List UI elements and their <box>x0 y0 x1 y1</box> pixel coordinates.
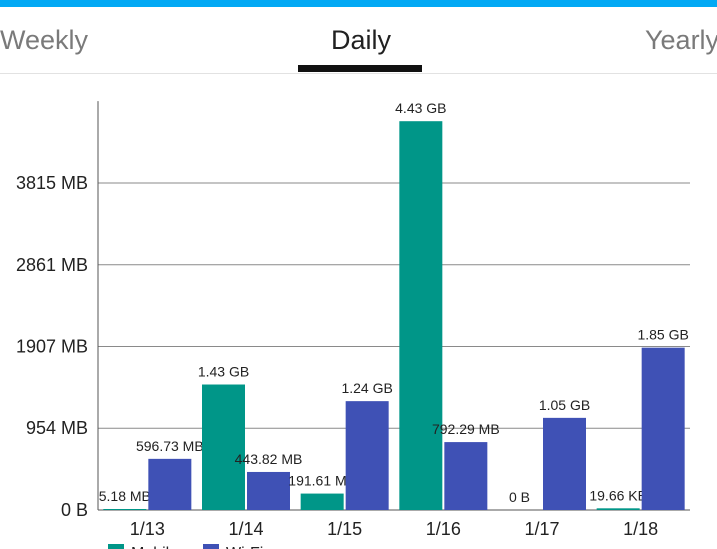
y-tick-label: 1907 MB <box>16 337 88 357</box>
legend-swatch-wifi <box>203 544 219 549</box>
y-tick-label: 0 B <box>61 500 88 520</box>
tab-weekly[interactable]: Weekly <box>0 25 89 55</box>
bar-mobile-1-13 <box>103 509 147 510</box>
data-label-mobile: 1.43 GB <box>198 364 249 380</box>
top-accent-bar <box>0 0 717 7</box>
y-tick-label: 3815 MB <box>16 173 88 193</box>
data-label-wifi: 792.29 MB <box>432 421 500 437</box>
x-tick-label: 1/16 <box>426 519 461 539</box>
data-label-mobile: 19.66 KB <box>589 487 647 503</box>
active-tab-indicator <box>298 65 422 72</box>
x-tick-label: 1/15 <box>327 519 362 539</box>
legend-label-wifi: Wi-Fi <box>226 545 263 549</box>
tab-yearly[interactable]: Yearly <box>645 25 717 55</box>
bar-wifi-1-14 <box>247 471 290 510</box>
data-label-wifi: 443.82 MB <box>235 451 303 467</box>
x-tick-label: 1/17 <box>524 519 559 539</box>
bar-mobile-1-16 <box>399 121 443 510</box>
period-tabs: Weekly Daily Yearly <box>0 7 717 74</box>
data-label-wifi: 1.24 GB <box>341 380 392 396</box>
x-tick-label: 1/13 <box>130 519 165 539</box>
legend-swatch-mobile <box>108 544 124 549</box>
tab-daily[interactable]: Daily <box>331 25 392 55</box>
bar-wifi-1-15 <box>345 401 389 510</box>
data-label-mobile: 4.43 GB <box>395 100 446 116</box>
bar-mobile-1-15 <box>300 493 344 510</box>
data-label-wifi: 596.73 MB <box>136 438 204 454</box>
y-tick-label: 2861 MB <box>16 255 88 275</box>
data-label-mobile: 191.61 MB <box>288 473 356 489</box>
x-tick-label: 1/14 <box>228 519 263 539</box>
bar-mobile-1-18 <box>596 508 640 510</box>
data-label-mobile: 5.18 MB <box>99 488 151 504</box>
y-tick-label: 954 MB <box>26 418 88 438</box>
data-label-wifi: 1.85 GB <box>637 327 688 343</box>
x-tick-label: 1/18 <box>623 519 658 539</box>
legend-label-mobile: Mobile <box>131 545 178 549</box>
bar-wifi-1-17 <box>543 417 586 510</box>
bar-wifi-1-16 <box>444 442 488 510</box>
bar-wifi-1-18 <box>641 347 685 510</box>
bar-wifi-1-13 <box>148 458 192 510</box>
bar-mobile-1-14 <box>202 384 245 510</box>
data-usage-bar-chart: 0 B 954 MB 1907 MB 2861 MB 3815 MB 5.18 MB 596… <box>16 100 690 549</box>
data-label-wifi: 1.05 GB <box>539 397 590 413</box>
data-label-mobile: 0 B <box>509 489 530 505</box>
